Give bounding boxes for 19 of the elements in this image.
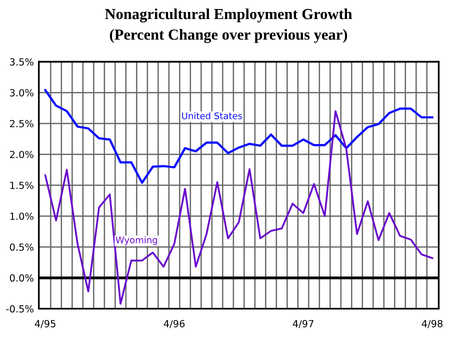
y-tick-label: 1.0% xyxy=(10,212,34,220)
x-tick-label: 4/95 xyxy=(34,320,56,328)
y-tick-label: 3.0% xyxy=(10,89,34,96)
y-tick-label: 3.5% xyxy=(10,58,34,66)
y-tick-label: 1.5% xyxy=(10,182,34,190)
x-tick-label: 4/96 xyxy=(164,320,185,328)
chart-title: Nonagricultural Employment Growth xyxy=(105,8,352,22)
x-tick-label: 4/98 xyxy=(422,320,443,328)
chart-subtitle: (Percent Change over previous year) xyxy=(110,29,348,43)
line-series xyxy=(44,89,434,184)
y-tick-label: 0.0% xyxy=(10,274,34,282)
line-series xyxy=(44,110,434,305)
y-tick-label: -0.5% xyxy=(6,305,34,313)
y-tick-label: 2.0% xyxy=(10,150,34,158)
x-tick-label: 4/97 xyxy=(292,320,314,328)
text: United States xyxy=(182,112,242,120)
y-tick-label: 2.5% xyxy=(10,120,34,128)
series-label: Wyoming xyxy=(116,236,158,246)
y-tick-label: 0.5% xyxy=(10,243,34,251)
